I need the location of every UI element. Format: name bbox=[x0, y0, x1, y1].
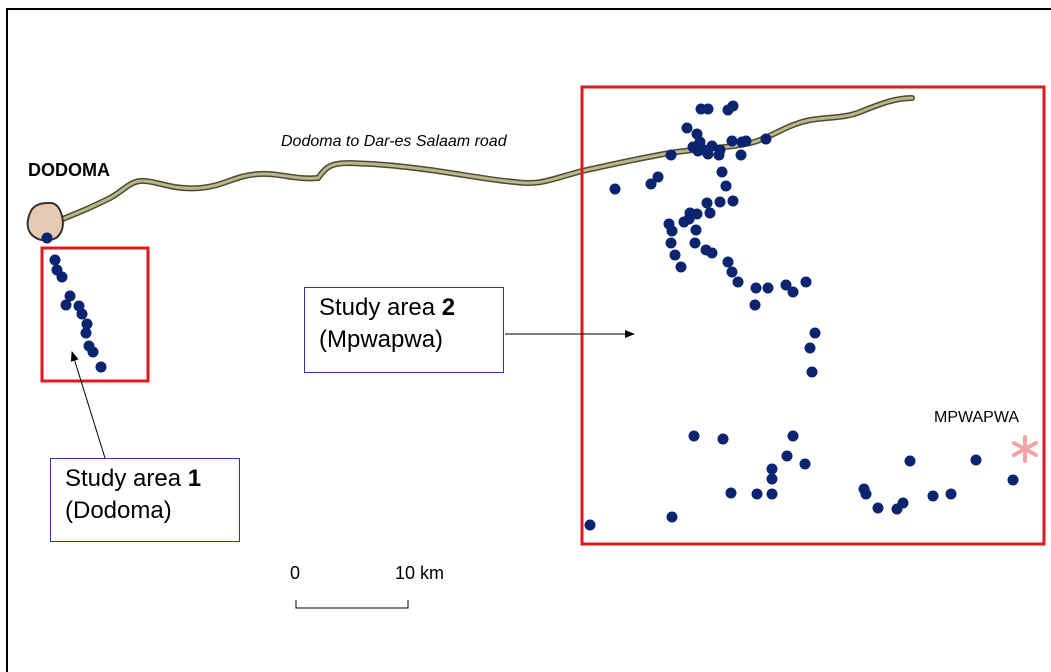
sample-point bbox=[749, 299, 761, 311]
study-area-1-arrow bbox=[70, 351, 106, 459]
sample-point bbox=[666, 225, 678, 237]
sample-point bbox=[64, 290, 76, 302]
sample-point bbox=[49, 254, 61, 266]
city-label-dodoma: DODOMA bbox=[28, 160, 110, 180]
sample-point bbox=[95, 361, 107, 373]
study-area-1-box bbox=[40, 246, 150, 383]
sample-point bbox=[81, 318, 93, 330]
study-area-2-box bbox=[580, 85, 1046, 546]
sample-point bbox=[872, 502, 884, 514]
sample-point bbox=[691, 208, 703, 220]
scale-bar bbox=[295, 600, 409, 609]
sample-point bbox=[751, 488, 763, 500]
sample-point bbox=[702, 103, 714, 115]
sample-point bbox=[750, 282, 762, 294]
sample-point bbox=[760, 133, 772, 145]
sample-point bbox=[584, 519, 596, 531]
sample-point bbox=[787, 286, 799, 298]
sample-point bbox=[897, 497, 909, 509]
sample-point bbox=[716, 166, 728, 178]
road-label: Dodoma to Dar-es Salaam road bbox=[281, 133, 507, 150]
sample-point bbox=[681, 122, 693, 134]
study-area-1-subtitle: (Dodoma) bbox=[65, 497, 172, 524]
scale-end-label: 10 km bbox=[395, 563, 445, 583]
sample-point bbox=[665, 237, 677, 249]
sample-point bbox=[701, 197, 713, 209]
town-label-mpwapwa: MPWAPWA bbox=[934, 409, 1020, 426]
sample-point bbox=[945, 488, 957, 500]
study-area-1-label: Study area 1 (Dodoma) bbox=[50, 458, 240, 542]
sample-point bbox=[689, 237, 701, 249]
sample-point bbox=[645, 178, 657, 190]
sample-point bbox=[669, 249, 681, 261]
sample-point bbox=[800, 276, 812, 288]
sample-point bbox=[732, 276, 744, 288]
sample-point bbox=[735, 149, 747, 161]
sample-point bbox=[766, 473, 778, 485]
sample-point bbox=[1007, 474, 1019, 486]
sample-point bbox=[766, 463, 778, 475]
sample-point bbox=[692, 145, 704, 157]
study-area-2-subtitle: (Mpwapwa) bbox=[319, 326, 444, 353]
sample-point bbox=[666, 511, 678, 523]
study-area-2-title: Study area 2 bbox=[319, 294, 456, 321]
sample-point bbox=[609, 183, 621, 195]
sample-point bbox=[725, 487, 737, 499]
sample-point bbox=[720, 180, 732, 192]
sample-point bbox=[704, 207, 716, 219]
sample-point bbox=[60, 299, 72, 311]
road-line bbox=[57, 95, 915, 223]
sample-point bbox=[41, 232, 53, 244]
sample-point bbox=[740, 135, 752, 147]
sample-point bbox=[762, 282, 774, 294]
asterisk-icon bbox=[1012, 435, 1038, 463]
sample-point bbox=[675, 261, 687, 273]
study-area-2-label: Study area 2 (Mpwapwa) bbox=[304, 287, 504, 373]
sample-point bbox=[706, 247, 718, 259]
sample-point bbox=[809, 327, 821, 339]
dodoma-city-area bbox=[26, 201, 64, 242]
study-area-1-title: Study area 1 bbox=[65, 465, 202, 492]
sample-point bbox=[690, 224, 702, 236]
sample-point bbox=[80, 327, 92, 339]
sample-point bbox=[806, 366, 818, 378]
sample-point bbox=[652, 171, 664, 183]
scale-start-label: 0 bbox=[290, 563, 301, 583]
sample-point bbox=[713, 149, 725, 161]
sample-point bbox=[717, 433, 729, 445]
sample-point bbox=[970, 454, 982, 466]
sample-point bbox=[727, 195, 739, 207]
sample-point bbox=[688, 430, 700, 442]
sample-point bbox=[678, 216, 690, 228]
sample-point bbox=[76, 308, 88, 320]
sample-point bbox=[665, 149, 677, 161]
sample-point bbox=[766, 488, 778, 500]
sample-point bbox=[56, 271, 68, 283]
sample-point bbox=[904, 455, 916, 467]
sample-point bbox=[714, 196, 726, 208]
sample-point bbox=[87, 346, 99, 358]
sample-point bbox=[727, 100, 739, 112]
map-frame bbox=[6, 8, 1051, 672]
sample-point bbox=[927, 490, 939, 502]
sample-point bbox=[804, 342, 816, 354]
sample-point bbox=[860, 488, 872, 500]
sample-point bbox=[722, 256, 734, 268]
sample-point bbox=[726, 135, 738, 147]
sample-point bbox=[702, 148, 714, 160]
sample-point bbox=[799, 458, 811, 470]
sample-point bbox=[726, 266, 738, 278]
sample-points bbox=[41, 100, 1019, 531]
sample-point bbox=[781, 450, 793, 462]
sample-point bbox=[787, 430, 799, 442]
sample-point bbox=[780, 279, 792, 291]
